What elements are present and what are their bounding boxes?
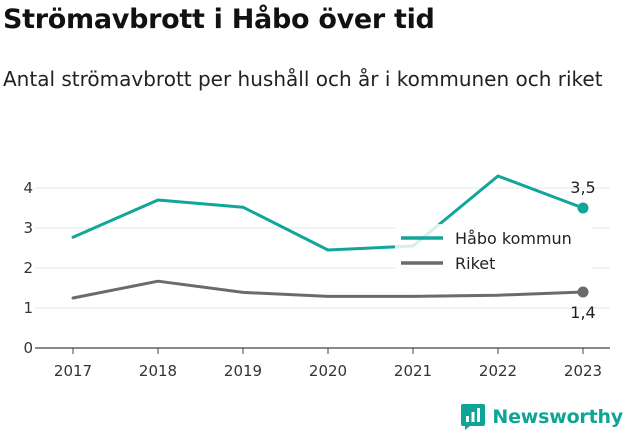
x-tick-label: 2018: [139, 362, 177, 380]
y-tick-label: 4: [23, 179, 33, 197]
end-point-habo: [577, 202, 589, 214]
end-value-label-habo: 3,5: [570, 178, 595, 197]
y-tick-label: 1: [23, 299, 33, 317]
series-line-riket: [71, 279, 585, 300]
newsworthy-logo-text: Newsworthy: [492, 406, 623, 428]
chart-subtitle: Antal strömavbrott per hushåll och år i …: [3, 67, 603, 91]
legend: Håbo kommun Riket: [395, 224, 593, 276]
x-tick-label: 2017: [54, 362, 92, 380]
series-line-habo: [71, 174, 585, 252]
legend-label-habo: Håbo kommun: [455, 229, 572, 248]
series-lines: 3,5 1,4: [71, 174, 596, 322]
legend-label-riket: Riket: [455, 254, 495, 273]
y-axis-tick-labels: 0 1 2 3 4: [23, 179, 33, 357]
chart-title: Strömavbrott i Håbo över tid: [3, 4, 435, 35]
newsworthy-logo: Newsworthy: [460, 402, 623, 432]
x-tick-label: 2021: [394, 362, 432, 380]
y-tick-label: 3: [23, 219, 33, 237]
x-tick-label: 2020: [309, 362, 347, 380]
newsworthy-logo-icon: [461, 404, 486, 430]
x-axis-tick-labels: 2017 2018 2019 2020 2021 2022 2023: [54, 348, 602, 380]
x-tick-label: 2023: [564, 362, 602, 380]
end-point-riket: [577, 286, 589, 298]
y-tick-label: 2: [23, 259, 33, 277]
legend-background: [395, 224, 593, 276]
x-tick-label: 2019: [224, 362, 262, 380]
end-value-label-riket: 1,4: [570, 303, 595, 322]
x-tick-label: 2022: [479, 362, 517, 380]
y-tick-label: 0: [23, 339, 33, 357]
